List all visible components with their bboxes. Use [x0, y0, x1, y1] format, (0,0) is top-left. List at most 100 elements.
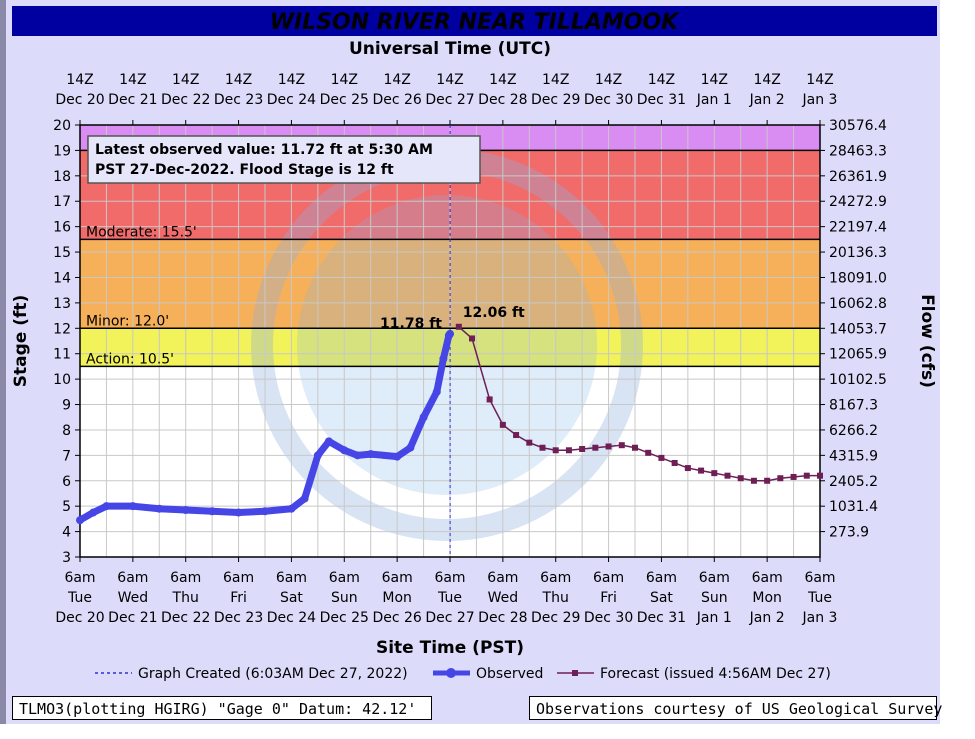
observed-point — [181, 505, 190, 514]
pst-tick-day: Mon — [752, 590, 782, 606]
utc-tick-date: Dec 21 — [108, 92, 157, 108]
utc-tick-date: Dec 27 — [425, 92, 474, 108]
forecast-point — [592, 444, 599, 451]
forecast-point — [671, 459, 678, 466]
y-tick-label: 9 — [62, 398, 71, 414]
flood-label-action: Action: 10.5' — [86, 351, 174, 367]
forecast-point — [486, 396, 493, 403]
observed-point — [419, 413, 428, 422]
forecast-point — [552, 447, 559, 454]
pst-tick-hour: 6am — [64, 570, 95, 586]
utc-tick-hour: 14Z — [489, 72, 516, 88]
y-tick-label: 5 — [62, 499, 71, 515]
pst-tick-hour: 6am — [752, 570, 783, 586]
utc-tick-hour: 14Z — [331, 72, 358, 88]
utc-tick-hour: 14Z — [225, 72, 252, 88]
forecast-point — [737, 475, 744, 482]
observed-point — [432, 387, 441, 396]
observed-point — [393, 452, 402, 461]
pst-tick-date: Jan 1 — [696, 610, 732, 626]
pst-tick-hour: 6am — [646, 570, 677, 586]
pst-tick-hour: 6am — [593, 570, 624, 586]
pst-tick-date: Dec 25 — [320, 610, 369, 626]
y-tick-label: 20 — [53, 118, 71, 134]
observed-point — [102, 502, 111, 511]
pst-tick-date: Dec 27 — [425, 610, 474, 626]
forecast-point — [605, 443, 612, 450]
pst-tick-hour: 6am — [223, 570, 254, 586]
pst-tick-date: Dec 21 — [108, 610, 157, 626]
pst-tick-hour: 6am — [804, 570, 835, 586]
flow-tick-label: 14053.7 — [829, 321, 887, 337]
y-tick-label: 7 — [62, 448, 71, 464]
utc-tick-hour: 14Z — [595, 72, 622, 88]
latest-observed-line1: Latest observed value: 11.72 ft at 5:30 … — [95, 142, 433, 158]
y-tick-label: 19 — [53, 143, 71, 159]
forecast-point — [469, 335, 476, 342]
utc-tick-date: Dec 29 — [531, 92, 580, 108]
forecast-point — [499, 421, 506, 428]
pst-tick-day: Wed — [118, 590, 149, 606]
y-tick-label: 8 — [62, 423, 71, 439]
forecast-point — [513, 432, 520, 439]
bottom-margin — [0, 724, 975, 739]
forecast-point — [632, 444, 638, 451]
flood-label-moderate: Moderate: 15.5' — [86, 224, 197, 240]
forecast-point — [724, 472, 731, 479]
pst-tick-day: Tue — [807, 590, 832, 606]
forecast-point — [618, 442, 625, 449]
bottom-axis-title: Site Time (PST) — [376, 638, 524, 658]
flow-tick-label: 30576.4 — [829, 118, 887, 134]
forecast-point — [698, 467, 705, 474]
forecast-peak-label: 12.06 ft — [463, 305, 525, 321]
flow-tick-label: 6266.2 — [829, 423, 878, 439]
utc-tick-hour: 14Z — [278, 72, 305, 88]
utc-tick-date: Dec 28 — [478, 92, 527, 108]
y-tick-label: 10 — [53, 372, 71, 388]
observed-point — [313, 451, 322, 460]
observed-point — [340, 446, 349, 455]
pst-tick-date: Dec 28 — [478, 610, 527, 626]
forecast-series-line — [458, 326, 820, 482]
y-tick-label: 11 — [53, 347, 71, 363]
pst-tick-day: Wed — [488, 590, 519, 606]
pst-tick-day: Thu — [542, 590, 569, 606]
pst-tick-date: Jan 3 — [802, 610, 838, 626]
forecast-point — [750, 477, 757, 484]
utc-tick-date: Dec 22 — [161, 92, 210, 108]
observed-point — [406, 443, 415, 452]
y-tick-label: 15 — [53, 245, 71, 261]
utc-tick-date: Dec 26 — [372, 92, 421, 108]
pst-tick-date: Dec 30 — [584, 610, 633, 626]
utc-tick-date: Jan 3 — [802, 92, 838, 108]
title-bar — [12, 6, 937, 36]
right-margin — [940, 0, 975, 739]
forecast-point — [803, 472, 810, 479]
pst-tick-hour: 6am — [170, 570, 201, 586]
flow-tick-label: 1031.4 — [829, 499, 878, 515]
utc-tick-date: Dec 23 — [214, 92, 263, 108]
pst-tick-day: Tue — [67, 590, 92, 606]
forecast-point — [579, 446, 586, 452]
forecast-point — [526, 439, 533, 446]
flow-tick-label: 22197.4 — [829, 220, 887, 236]
utc-tick-hour: 14Z — [119, 72, 146, 88]
latest-observed-box — [87, 135, 481, 184]
utc-tick-date: Dec 20 — [55, 92, 104, 108]
utc-tick-hour: 14Z — [806, 72, 833, 88]
observed-point — [353, 451, 362, 460]
chart-title: WILSON RIVER NEAR TILLAMOOK — [270, 10, 680, 35]
legend-forecast-label: Forecast (issued 4:56AM Dec 27) — [600, 666, 831, 682]
utc-tick-date: Dec 25 — [320, 92, 369, 108]
observed-point — [89, 508, 98, 517]
flow-tick-label: 273.9 — [829, 525, 869, 541]
forecast-point — [790, 473, 797, 480]
top-axis-title: Universal Time (UTC) — [349, 39, 551, 59]
y-tick-label: 17 — [53, 194, 71, 210]
gage-datum-note: TLMO3(plotting HGIRG) "Gage 0" Datum: 42… — [12, 696, 432, 720]
latest-observed-date: PST 27-Dec-2022. — [95, 162, 235, 178]
y-tick-label: 3 — [62, 550, 71, 566]
legend-observed-label: Observed — [476, 666, 543, 682]
pst-tick-day: Tue — [437, 590, 462, 606]
y2-axis-title: Flow (cfs) — [917, 294, 937, 388]
